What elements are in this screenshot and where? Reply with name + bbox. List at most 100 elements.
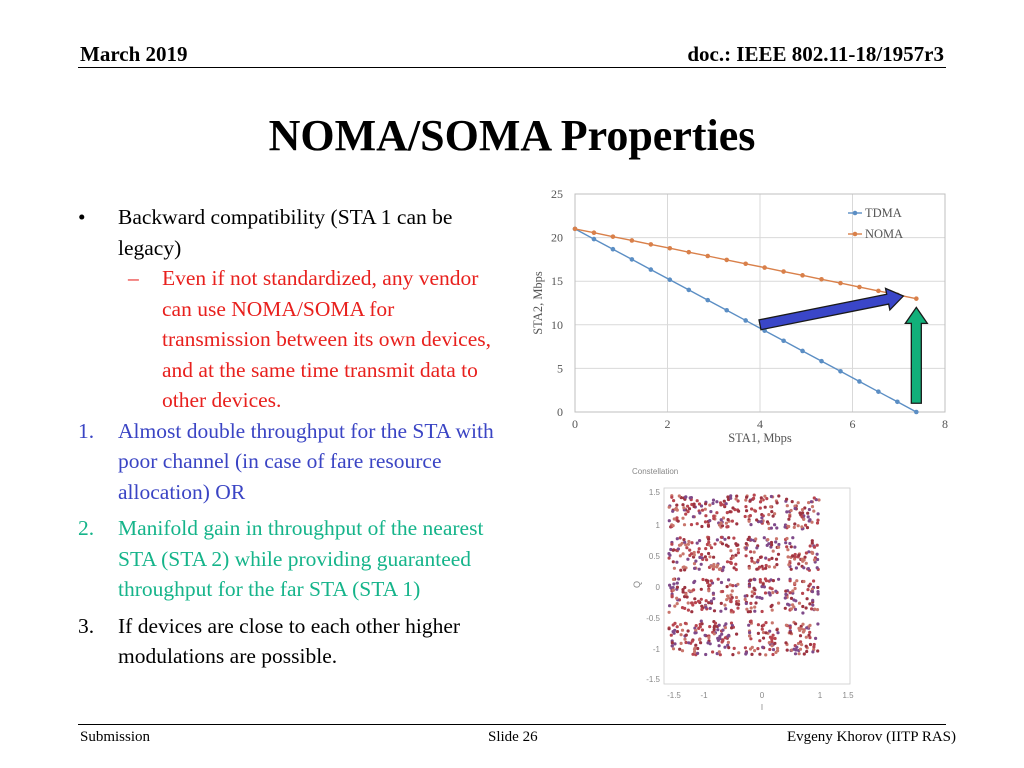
constellation-point — [789, 567, 793, 571]
constellation-point — [684, 640, 688, 645]
constellation-point — [790, 500, 794, 504]
constellation-point — [719, 580, 724, 585]
constellation-point — [708, 555, 712, 559]
data-point-tdma — [857, 379, 862, 384]
constellation-point — [750, 507, 754, 511]
constellation-point — [765, 497, 769, 501]
constellation-point — [700, 552, 704, 557]
constellation-point — [803, 506, 807, 510]
header-divider — [78, 67, 946, 68]
x-tick-label: 4 — [757, 417, 763, 431]
constellation-point — [775, 501, 779, 505]
sub-bullet-item: – Even if not standardized, any vendor c… — [78, 263, 508, 416]
constellation-point — [703, 507, 707, 511]
constellation-point — [719, 535, 723, 539]
constellation-point — [675, 625, 679, 629]
constellation-point — [678, 536, 682, 540]
constellation-point — [684, 633, 688, 637]
constellation-point — [719, 501, 723, 505]
constellation-point — [723, 626, 727, 630]
constellation-point — [764, 621, 768, 625]
constellation-point — [675, 537, 679, 541]
constellation-point — [808, 642, 813, 647]
constellation-point — [723, 645, 727, 649]
constellation-point — [667, 610, 671, 614]
x-tick-label: 6 — [850, 417, 856, 431]
slide-title: NOMA/SOMA Properties — [268, 111, 756, 160]
constellation-point — [802, 629, 806, 633]
constellation-point — [753, 509, 758, 513]
constellation-point — [699, 587, 703, 591]
header-date: March 2019 — [80, 42, 188, 66]
constellation-y-tick: -1 — [653, 645, 661, 654]
constellation-point — [712, 609, 717, 613]
constellation-point — [728, 510, 732, 514]
constellation-point — [680, 628, 685, 632]
constellation-point — [721, 589, 725, 594]
constellation-point — [670, 594, 674, 598]
constellation-point — [745, 509, 749, 513]
constellation-point — [694, 624, 698, 628]
constellation-point — [793, 586, 797, 591]
constellation-point — [753, 609, 757, 613]
constellation-point — [770, 608, 774, 612]
constellation-point — [687, 507, 692, 511]
constellation-point — [675, 560, 679, 564]
data-point-noma — [724, 257, 729, 263]
constellation-point — [787, 517, 791, 521]
constellation-point — [729, 494, 733, 498]
constellation-point — [800, 557, 804, 561]
constellation-point — [683, 585, 687, 590]
constellation-point — [776, 631, 780, 635]
constellation-point — [696, 651, 700, 655]
bullet-item: • Backward compatibility (STA 1 can be l… — [78, 202, 508, 263]
constellation-point — [694, 643, 698, 647]
constellation-point — [715, 563, 720, 567]
constellation-point — [734, 568, 738, 572]
constellation-point — [688, 548, 692, 552]
constellation-point — [747, 519, 751, 523]
data-point-tdma — [686, 287, 692, 293]
constellation-point — [747, 535, 751, 539]
constellation-point — [793, 552, 797, 557]
constellation-point — [693, 631, 697, 635]
constellation-point — [771, 579, 775, 583]
constellation-point — [744, 601, 748, 606]
footer-submission: Submission — [80, 729, 151, 745]
constellation-point — [717, 650, 721, 654]
constellation-point — [815, 608, 820, 612]
sta2-gain-arrow — [904, 306, 929, 404]
constellation-point — [737, 602, 741, 606]
constellation-point — [731, 653, 735, 657]
constellation-point — [806, 511, 810, 515]
constellation-point — [805, 597, 809, 601]
constellation-point — [673, 604, 677, 608]
constellation-point — [711, 498, 716, 502]
constellation-point — [804, 644, 808, 648]
constellation-point — [681, 590, 685, 594]
item-number: 3. — [78, 613, 95, 638]
numbered-item-1: 1. Almost double throughput for the STA … — [78, 416, 508, 508]
constellation-point — [816, 512, 820, 516]
constellation-point — [681, 588, 685, 592]
constellation-point — [767, 591, 771, 595]
constellation-point — [789, 607, 793, 611]
constellation-point — [734, 542, 738, 546]
constellation-point — [785, 497, 789, 501]
constellation-point — [799, 627, 803, 631]
constellation-point — [802, 566, 806, 570]
constellation-point — [791, 603, 795, 607]
constellation-point — [752, 550, 756, 554]
constellation-point — [771, 514, 775, 518]
constellation-point — [707, 601, 711, 605]
constellation-point — [730, 519, 734, 523]
constellation-point — [767, 542, 771, 546]
constellation-point — [788, 514, 792, 518]
legend-label-tdma: TDMA — [865, 206, 902, 220]
constellation-point — [711, 650, 715, 654]
constellation-point — [671, 623, 675, 627]
constellation-point — [770, 556, 774, 560]
constellation-point — [760, 564, 764, 568]
constellation-point — [801, 591, 805, 595]
constellation-point — [668, 583, 672, 587]
